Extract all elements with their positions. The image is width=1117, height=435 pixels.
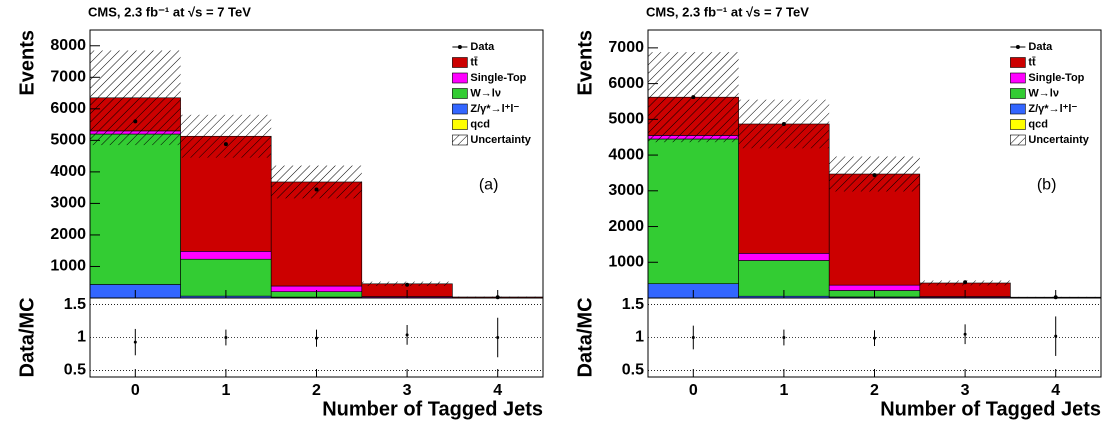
legend-swatch: [452, 73, 467, 83]
y-tick-label: 1000: [50, 258, 86, 275]
data-point: [873, 173, 877, 177]
ratio-tick-label: 1: [635, 329, 644, 346]
x-tick-label: 3: [403, 382, 412, 399]
data-point: [315, 188, 319, 192]
legend-label: Z/γ*→l⁺l⁻: [1028, 103, 1077, 115]
uncertainty-band: [271, 166, 362, 199]
data-point: [133, 119, 137, 123]
legend-label: Single-Top: [470, 72, 526, 84]
x-axis-label: Number of Tagged Jets: [880, 398, 1101, 420]
data-point: [224, 142, 228, 146]
y-tick-label: 7000: [608, 39, 644, 56]
data-point: [405, 283, 409, 287]
y-tick-label: 5000: [608, 111, 644, 128]
legend-label: Single-Top: [1028, 72, 1084, 84]
legend-swatch: [1010, 58, 1025, 68]
ratio-point: [134, 341, 137, 344]
panel-label: (b): [1037, 177, 1057, 194]
stack-segment: [829, 285, 920, 290]
legend-label: Uncertainty: [470, 134, 531, 146]
title: CMS, 2.3 fb⁻¹ at √s = 7 TeV: [88, 4, 251, 19]
y-tick-label: 2000: [608, 218, 644, 235]
legend-swatch: [452, 58, 467, 68]
legend-swatch: [1010, 89, 1025, 99]
panel-label: (a): [479, 177, 499, 194]
y-tick-label: 2000: [50, 226, 86, 243]
ratio-tick-label: 0.5: [622, 362, 644, 379]
legend-swatch: [1010, 73, 1025, 83]
legend-swatch: [452, 135, 467, 145]
x-tick-label: 2: [312, 382, 321, 399]
y-axis-label: Events: [574, 30, 596, 96]
y-tick-label: 5000: [50, 132, 86, 149]
data-point: [782, 122, 786, 126]
ratio-axis-label: Data/MC: [16, 297, 38, 377]
uncertainty-band: [90, 50, 181, 145]
y-tick-label: 4000: [50, 163, 86, 180]
x-tick-label: 4: [1051, 382, 1060, 399]
legend-label: Data: [1028, 41, 1053, 53]
legend-swatch: [1010, 120, 1025, 130]
legend-swatch: [1010, 104, 1025, 114]
legend-label: tt̄: [1028, 56, 1036, 68]
x-tick-label: 3: [961, 382, 970, 399]
legend-swatch: [1010, 135, 1025, 145]
legend-label: qcd: [1028, 118, 1048, 130]
stack-segment: [90, 134, 181, 284]
legend-label: W→lν: [470, 87, 501, 99]
data-point: [963, 280, 967, 284]
ratio-point: [964, 333, 967, 336]
y-tick-label: 4000: [608, 146, 644, 163]
stack-segment: [648, 139, 739, 284]
legend-label: Data: [470, 41, 495, 53]
y-axis-label: Events: [16, 30, 38, 96]
legend-label: W→lν: [1028, 87, 1059, 99]
legend-swatch: [452, 120, 467, 130]
legend-label: tt̄: [470, 56, 478, 68]
x-tick-label: 0: [131, 382, 140, 399]
y-tick-label: 6000: [50, 100, 86, 117]
title: CMS, 2.3 fb⁻¹ at √s = 7 TeV: [646, 4, 809, 19]
x-axis-label: Number of Tagged Jets: [322, 398, 543, 420]
legend-label: qcd: [470, 118, 490, 130]
x-tick-label: 0: [689, 382, 698, 399]
ratio-tick-label: 1: [77, 329, 86, 346]
x-tick-label: 1: [779, 382, 788, 399]
y-tick-label: 7000: [50, 69, 86, 86]
data-point: [691, 95, 695, 99]
ratio-tick-label: 0.5: [64, 362, 86, 379]
y-tick-label: 3000: [50, 195, 86, 212]
ratio-point: [406, 333, 409, 336]
x-tick-label: 2: [870, 382, 879, 399]
y-tick-label: 3000: [608, 182, 644, 199]
x-tick-label: 4: [493, 382, 502, 399]
y-tick-label: 8000: [50, 37, 86, 54]
stack-segment: [739, 253, 830, 260]
y-tick-label: 1000: [608, 253, 644, 270]
ratio-tick-label: 1.5: [64, 296, 86, 313]
uncertainty-band: [181, 115, 272, 158]
ratio-tick-label: 1.5: [622, 296, 644, 313]
legend-data-marker: [1016, 45, 1020, 49]
legend-swatch: [452, 104, 467, 114]
stack-segment: [181, 251, 272, 259]
x-tick-label: 1: [221, 382, 230, 399]
legend-label: Uncertainty: [1028, 134, 1089, 146]
y-tick-label: 6000: [608, 75, 644, 92]
legend-label: Z/γ*→l⁺l⁻: [470, 103, 519, 115]
legend-swatch: [452, 89, 467, 99]
legend-data-marker: [458, 45, 462, 49]
ratio-axis-label: Data/MC: [574, 297, 596, 377]
